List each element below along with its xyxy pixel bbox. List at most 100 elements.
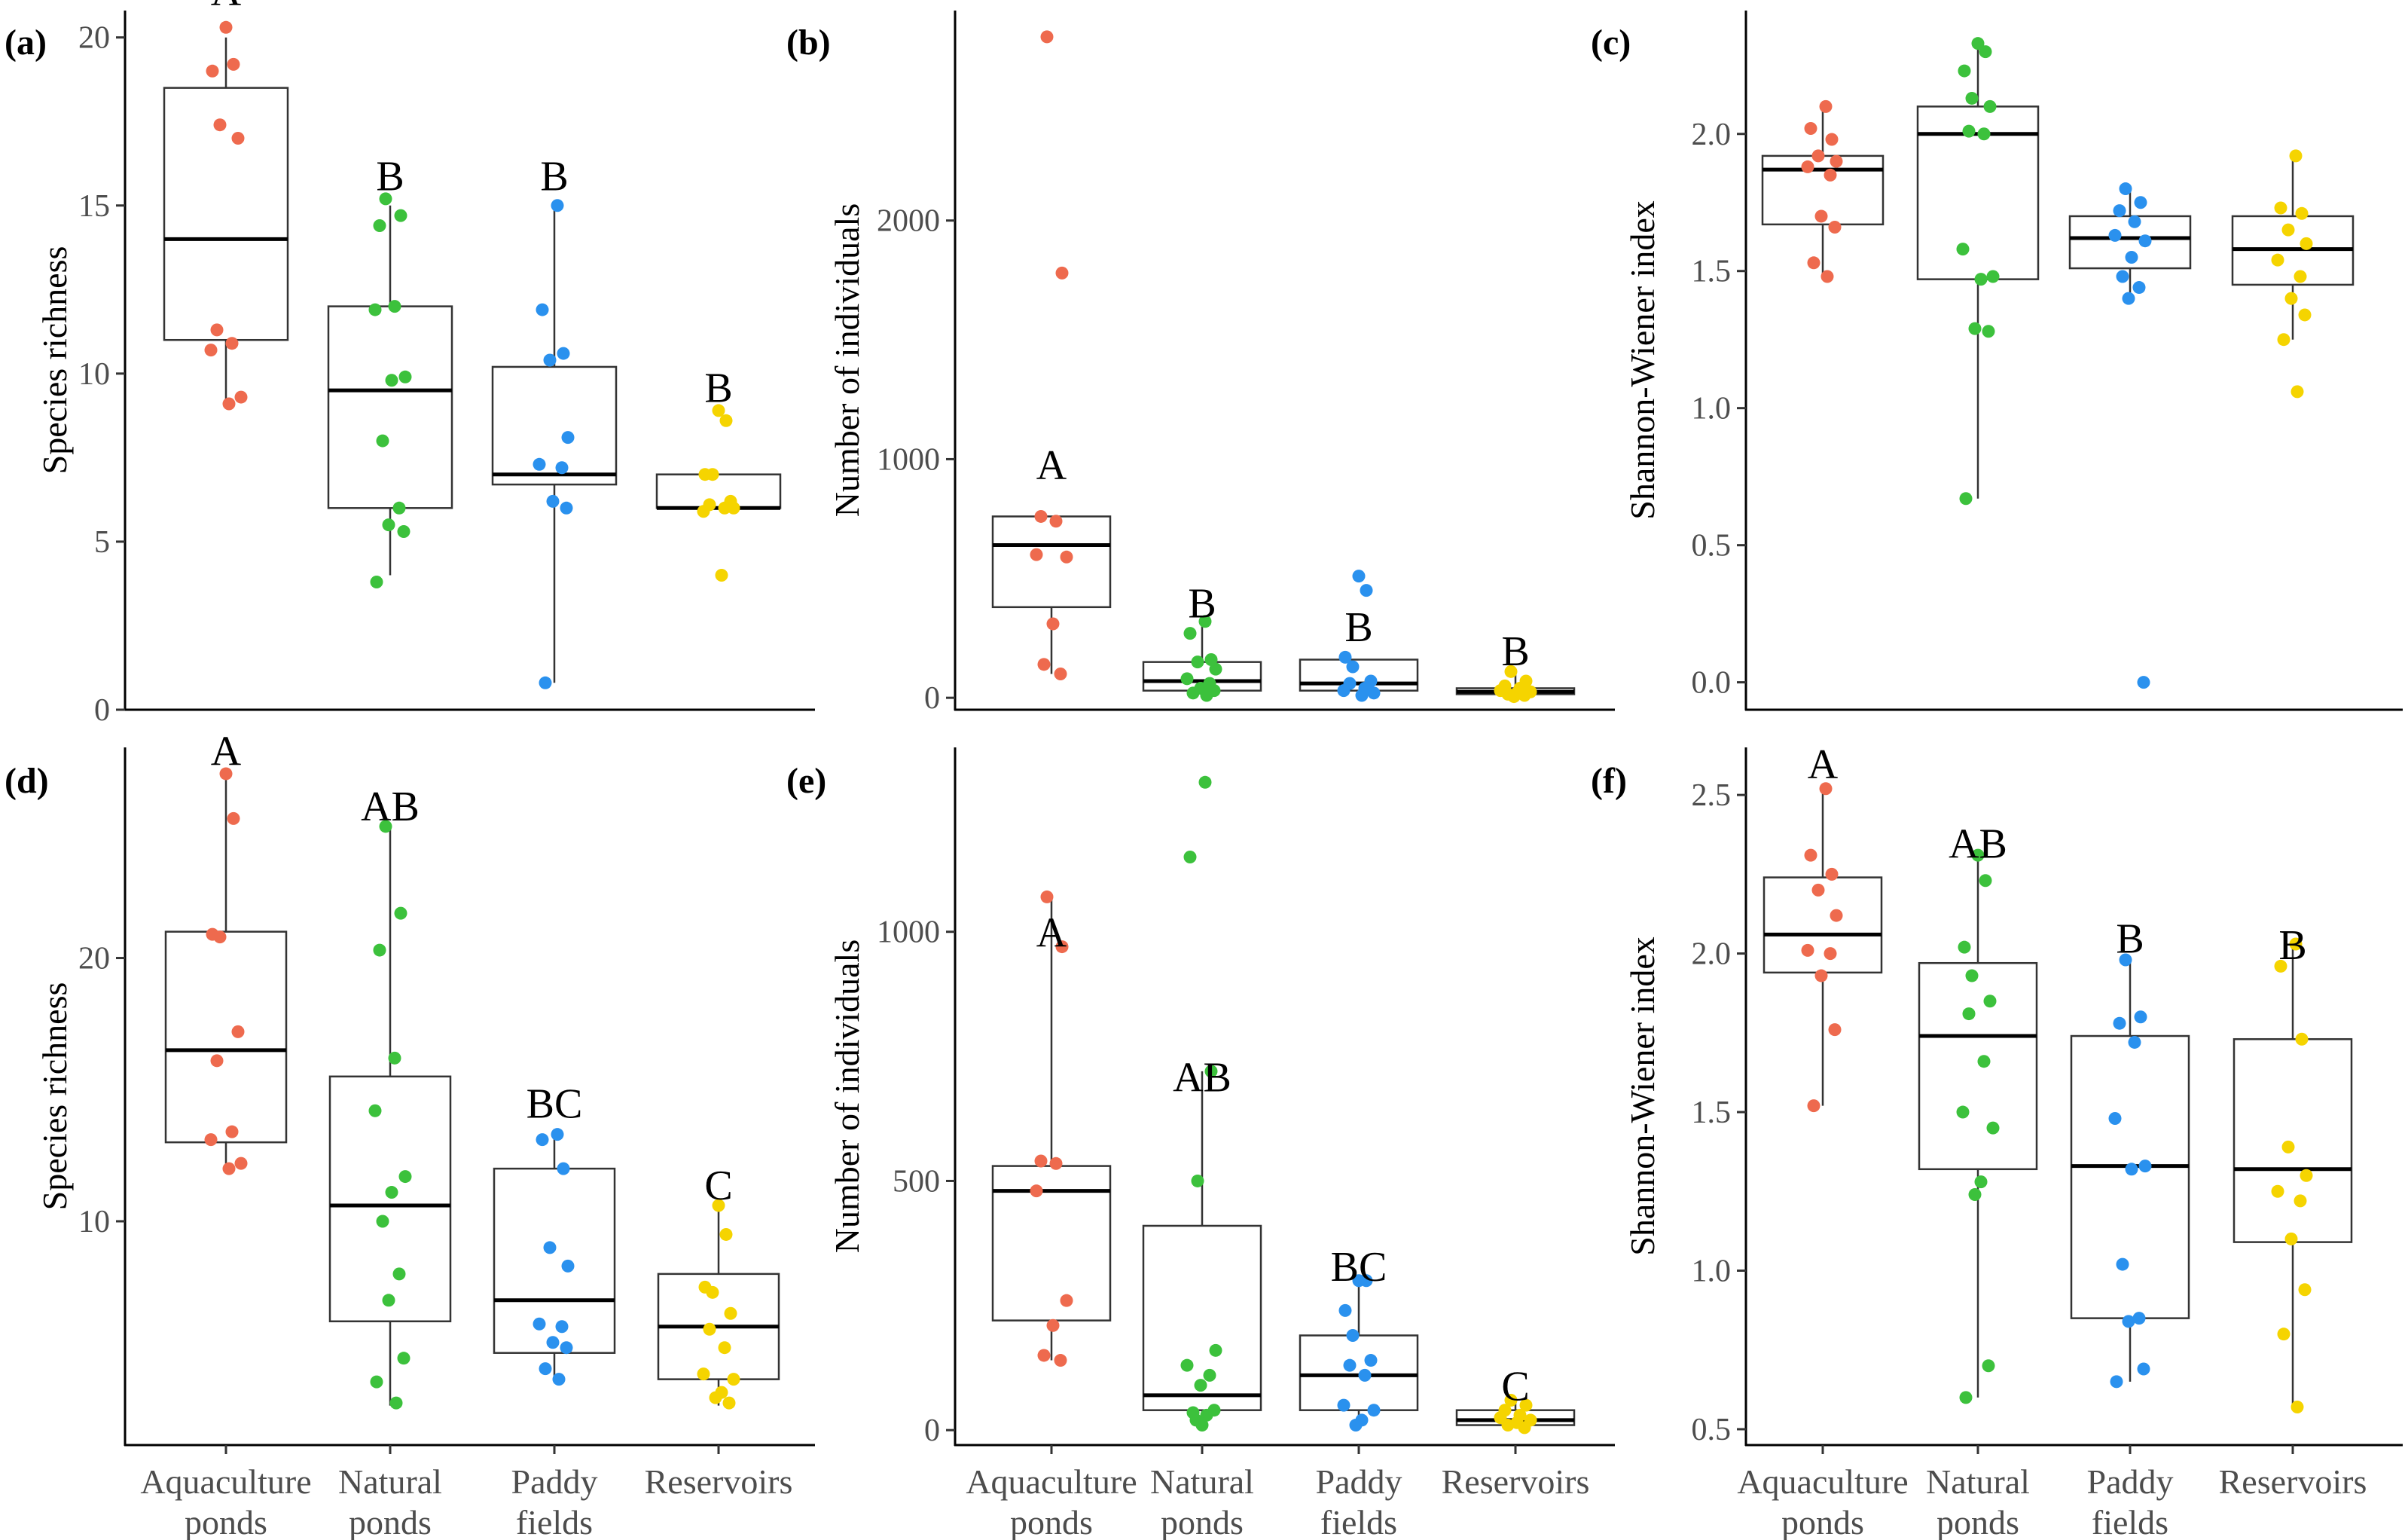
data-point xyxy=(1360,584,1373,597)
data-point xyxy=(1209,1343,1222,1357)
data-point xyxy=(1200,1408,1213,1422)
data-point xyxy=(234,390,248,404)
data-point xyxy=(1959,492,1973,506)
box-group-paddy: BC xyxy=(1299,1244,1419,1432)
box-group-aquaculture: A xyxy=(164,728,288,1175)
box xyxy=(491,365,618,486)
box-group-natural: B xyxy=(327,154,453,588)
box-group-paddy: B xyxy=(1299,570,1419,702)
data-point xyxy=(1968,322,1982,335)
data-point xyxy=(370,1375,383,1389)
x-tick-label: Natural xyxy=(338,1462,442,1501)
data-point xyxy=(1825,133,1839,146)
data-point xyxy=(1968,1187,1982,1201)
data-point xyxy=(533,457,546,471)
data-point xyxy=(1804,848,1817,862)
box-group-natural: B xyxy=(1142,580,1262,702)
y-tick-label: 1.5 xyxy=(1692,1095,1732,1130)
y-tick-label: 1000 xyxy=(877,442,940,477)
data-point xyxy=(1198,775,1212,789)
box-group-paddy: B xyxy=(2070,916,2190,1389)
data-point xyxy=(1974,1175,1988,1189)
data-point xyxy=(2128,215,2141,228)
box xyxy=(655,473,782,509)
box-group-natural xyxy=(1916,37,2040,506)
data-point xyxy=(1977,1055,1991,1068)
data-point xyxy=(1801,160,1814,173)
x-tick-label: Natural xyxy=(1150,1462,1254,1501)
data-point xyxy=(376,1215,389,1228)
data-point xyxy=(1974,273,1988,286)
data-point xyxy=(1962,124,1976,138)
x-tick-label: fields xyxy=(516,1503,593,1540)
data-point xyxy=(1825,867,1839,881)
data-point xyxy=(225,337,239,350)
data-point xyxy=(2125,251,2138,264)
data-point xyxy=(1958,940,1971,954)
data-point xyxy=(1209,662,1222,676)
data-point xyxy=(385,1186,398,1199)
significance-letter: B xyxy=(2278,922,2306,969)
data-point xyxy=(719,414,733,427)
data-point xyxy=(546,1336,560,1349)
x-tick-label: Paddy xyxy=(1316,1462,1402,1501)
y-tick-label: 1.0 xyxy=(1692,1254,1732,1289)
chart-panel-b: (b) 0 1000 2000 Number of individuals A B B B xyxy=(786,11,1615,716)
data-point xyxy=(392,501,406,515)
data-point xyxy=(219,20,233,34)
data-point xyxy=(1037,658,1051,671)
data-point xyxy=(1030,548,1043,561)
x-tick-label: Natural xyxy=(1926,1462,2030,1501)
significance-letter: A xyxy=(1036,910,1067,957)
data-point xyxy=(1956,243,1970,256)
data-point xyxy=(1504,665,1518,678)
data-point xyxy=(2271,1184,2284,1198)
data-point xyxy=(234,1157,248,1170)
box-group-natural: AB xyxy=(328,784,452,1410)
significance-letter: B xyxy=(704,365,732,412)
data-point xyxy=(397,525,410,539)
data-point xyxy=(1507,690,1521,704)
data-point xyxy=(557,347,570,360)
data-point xyxy=(1034,509,1048,523)
data-point xyxy=(706,1285,719,1299)
box-group-paddy xyxy=(2068,182,2192,689)
y-axis-title: Shannon-Wiener index xyxy=(1623,200,1662,520)
data-point xyxy=(712,404,725,417)
data-point xyxy=(2132,1312,2146,1325)
box xyxy=(163,87,289,341)
data-point xyxy=(2274,201,2287,215)
significance-letter: B xyxy=(1501,628,1529,675)
y-tick-label: 1000 xyxy=(877,915,940,950)
data-point xyxy=(2289,937,2303,951)
chart-panel-e: (e) 0 500 1000 Number of individuals A AB BC C Aq… xyxy=(786,747,1615,1540)
data-point xyxy=(1358,1368,1372,1382)
data-point xyxy=(368,1104,382,1117)
data-point xyxy=(389,1396,403,1410)
box-group-reservoirs: C xyxy=(1455,1364,1576,1435)
y-tick-label: 0.0 xyxy=(1692,666,1732,701)
data-point xyxy=(1346,660,1360,674)
data-point xyxy=(2298,1283,2312,1297)
data-point xyxy=(1049,1157,1063,1170)
data-point xyxy=(1186,686,1200,700)
box-group-aquaculture xyxy=(1761,99,1885,283)
y-tick-label: 2.5 xyxy=(1692,778,1732,813)
significance-letter: C xyxy=(1501,1364,1529,1410)
x-tick-label: Aquaculture xyxy=(140,1462,311,1501)
data-point xyxy=(2132,281,2146,295)
data-point xyxy=(222,397,236,411)
data-point xyxy=(1986,1121,2000,1135)
data-point xyxy=(394,906,407,920)
significance-letter: B xyxy=(376,154,404,200)
data-point xyxy=(1055,266,1069,280)
data-point xyxy=(1191,655,1204,669)
box xyxy=(1299,658,1419,692)
data-point xyxy=(1814,969,1828,982)
data-point xyxy=(718,1341,731,1355)
y-axis-title: Species richness xyxy=(35,982,74,1211)
data-point xyxy=(1180,1358,1194,1372)
data-point xyxy=(555,461,569,475)
data-point xyxy=(697,505,710,518)
